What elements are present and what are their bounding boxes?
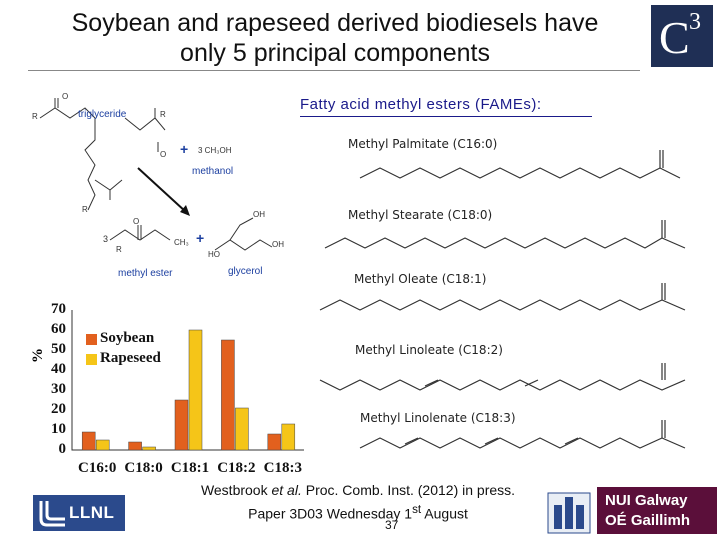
nui-line-1: NUI Galway bbox=[605, 492, 688, 509]
ester-methyl-group: CH₃ bbox=[174, 238, 189, 247]
legend-swatch-soybean bbox=[86, 334, 97, 345]
ester-name-linolenate: Methyl Linolenate (C18:3) bbox=[360, 411, 516, 425]
methanol-formula: 3 CH₃OH bbox=[198, 146, 232, 155]
methyl-ester-skeleton bbox=[109, 229, 171, 241]
glycerol-branch bbox=[229, 217, 254, 241]
r-group-3: R bbox=[82, 205, 88, 214]
logo-superscript: 3 bbox=[689, 9, 701, 35]
ester-coefficient: 3 bbox=[103, 234, 109, 244]
oxygen-2: O bbox=[160, 150, 167, 159]
palmitate-chain bbox=[359, 167, 681, 179]
glycerol-skeleton bbox=[214, 239, 273, 251]
r-group-1: R bbox=[32, 112, 38, 121]
y-tick-label: 0 bbox=[58, 441, 67, 457]
bar-rapeseed-c18-3 bbox=[281, 423, 296, 451]
x-tick-label: C18:2 bbox=[217, 460, 256, 476]
triglyceride-chain-2 bbox=[124, 117, 166, 131]
x-tick-label: C16:0 bbox=[78, 460, 117, 476]
reaction-arrow bbox=[137, 167, 187, 213]
y-tick-label: 50 bbox=[51, 341, 66, 357]
glycerol-ho: HO bbox=[208, 250, 220, 259]
plus-sign-1: + bbox=[180, 141, 189, 157]
oxygen-ester: O bbox=[133, 217, 140, 226]
legend-label-soybean: Soybean bbox=[100, 330, 155, 346]
university-crest-icon bbox=[547, 492, 591, 534]
citation-journal: Proc. Comb. Inst. (2012) in press. bbox=[301, 482, 516, 498]
x-tick-label: C18:0 bbox=[124, 460, 163, 476]
ester-name-linoleate: Methyl Linoleate (C18:2) bbox=[355, 343, 503, 357]
citation-etal: et al. bbox=[271, 482, 302, 498]
bar-soybean-c18-3 bbox=[267, 433, 282, 451]
ester-name-oleate: Methyl Oleate (C18:1) bbox=[354, 272, 487, 286]
methanol-label: methanol bbox=[192, 166, 234, 177]
bar-soybean-c18-1 bbox=[174, 399, 189, 451]
y-axis-label: % bbox=[30, 348, 46, 363]
title-line-2: only 5 principal components bbox=[180, 39, 490, 67]
plus-sign-2: + bbox=[196, 230, 205, 246]
paper-line-sup: st bbox=[412, 503, 422, 516]
bar-rapeseed-c18-1 bbox=[188, 329, 203, 451]
oxygen-1: O bbox=[62, 92, 69, 101]
page-number: 37 bbox=[385, 518, 399, 532]
citation: Westbrook et al. Proc. Comb. Inst. (2012… bbox=[160, 481, 556, 524]
y-tick-label: 40 bbox=[51, 361, 66, 377]
nui-line-2: OÉ Gaillimh bbox=[605, 512, 691, 529]
y-tick-label: 20 bbox=[51, 401, 66, 417]
y-tick-label: 30 bbox=[51, 381, 66, 397]
r-group-ester: R bbox=[116, 245, 122, 254]
triglyceride-backbone bbox=[39, 107, 96, 211]
r-group-2: R bbox=[160, 110, 166, 119]
paper-line-main: Paper 3D03 Wednesday 1 bbox=[248, 505, 413, 522]
llnl-mark-icon bbox=[39, 501, 65, 527]
llnl-text: LLNL bbox=[69, 503, 115, 522]
bar-rapeseed-c16-0 bbox=[95, 439, 110, 451]
bar-soybean-c18-0 bbox=[128, 441, 142, 451]
triglyceride-label: triglyceride bbox=[78, 109, 127, 120]
slide-title: Soybean and rapeseed derived biodiesels … bbox=[30, 8, 640, 68]
logo-letter: C bbox=[659, 12, 690, 63]
paper-line: Paper 3D03 Wednesday 1st August bbox=[160, 500, 556, 524]
legend-swatch-rapeseed bbox=[86, 354, 97, 365]
bar-soybean-c18-2 bbox=[221, 339, 235, 451]
methyl-ester-label: methyl ester bbox=[118, 268, 173, 279]
paper-line-end: August bbox=[421, 505, 468, 522]
glycerol-label: glycerol bbox=[228, 266, 263, 277]
ester-name-palmitate: Methyl Palmitate (C16:0) bbox=[348, 137, 498, 151]
stearate-chain bbox=[324, 237, 686, 249]
oleate-chain bbox=[319, 299, 686, 311]
citation-authors: Westbrook bbox=[200, 482, 272, 498]
c3-logo: C 3 bbox=[651, 5, 713, 67]
fame-heading-underline bbox=[300, 116, 592, 117]
x-tick-label: C18:3 bbox=[263, 460, 302, 476]
x-tick-label: C18:1 bbox=[170, 460, 210, 476]
fame-structures bbox=[319, 150, 686, 449]
bar-rapeseed-c18-0 bbox=[142, 446, 156, 451]
glycerol-oh-top: OH bbox=[253, 210, 265, 219]
reaction-arrow-head bbox=[180, 205, 190, 216]
y-tick-label: 60 bbox=[51, 321, 66, 337]
y-tick-label: 70 bbox=[51, 301, 66, 317]
bar-soybean-c16-0 bbox=[81, 431, 96, 451]
linoleate-chain bbox=[319, 379, 686, 391]
nui-galway-logo: NUI Galway OÉ Gaillimh bbox=[597, 487, 717, 534]
y-tick-label: 10 bbox=[51, 421, 66, 437]
linolenate-chain bbox=[359, 437, 686, 449]
title-divider bbox=[28, 70, 640, 71]
glycerol-oh: OH bbox=[272, 240, 284, 249]
bar-rapeseed-c18-2 bbox=[235, 407, 249, 451]
title-line-1: Soybean and rapeseed derived biodiesels … bbox=[71, 9, 599, 37]
fame-heading: Fatty acid methyl esters (FAMEs): bbox=[300, 96, 542, 113]
citation-line: Westbrook et al. Proc. Comb. Inst. (2012… bbox=[160, 481, 556, 500]
llnl-logo: LLNL bbox=[33, 495, 125, 531]
legend-label-rapeseed: Rapeseed bbox=[100, 350, 161, 366]
ester-name-stearate: Methyl Stearate (C18:0) bbox=[348, 208, 493, 222]
